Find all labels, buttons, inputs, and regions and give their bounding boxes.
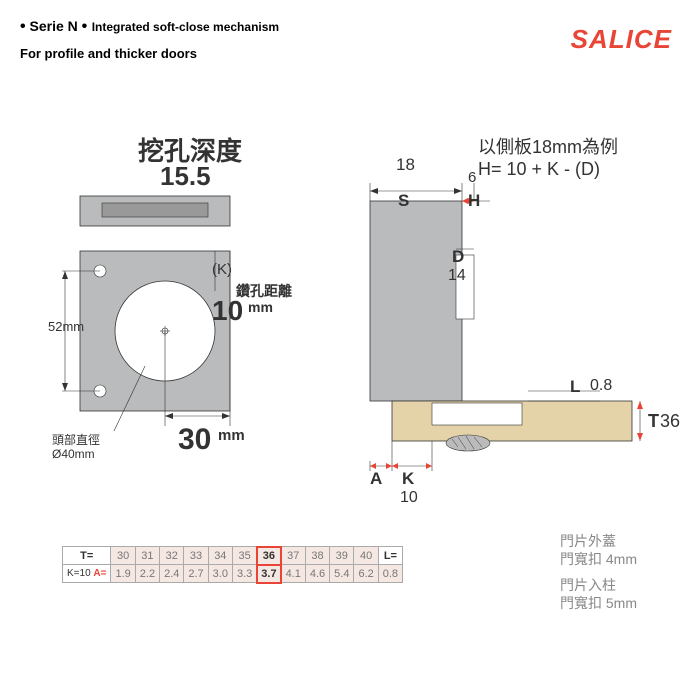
- h-label: H: [468, 191, 480, 211]
- depth-value: 15.5: [160, 161, 211, 192]
- a-label: A: [370, 469, 382, 489]
- right-svg: [340, 171, 660, 471]
- head-diam-label: 頭部直徑 Ø40mm: [52, 433, 100, 462]
- series-name: Serie N: [30, 18, 78, 34]
- note1b: 門寬扣 4mm: [560, 549, 637, 569]
- l-val: 0.8: [590, 377, 612, 395]
- height-label: 52mm: [48, 319, 84, 334]
- a-row: K=10 A=1.92.22.42.73.03.33.74.14.65.46.2…: [63, 565, 403, 583]
- example-label: 以側板18mm為例: [478, 133, 618, 159]
- drill-dist-label: 鑽孔距離: [236, 281, 292, 301]
- s-label: S: [398, 191, 409, 211]
- k-label: (K): [212, 261, 232, 278]
- d-label: D: [452, 247, 464, 267]
- k-label2: K: [402, 469, 414, 489]
- k-val: 10: [400, 489, 418, 507]
- note2a: 門片入柱: [560, 575, 616, 595]
- t-label: T: [648, 411, 659, 432]
- t-val: 36: [660, 411, 680, 432]
- t-row: T=3031323334353637383940L=: [63, 547, 403, 565]
- drill-dist-value: 10: [212, 295, 243, 327]
- header: • Serie N • Integrated soft-close mechan…: [0, 0, 700, 71]
- series-sub: Integrated soft-close mechanism: [92, 20, 279, 34]
- bullet2: •: [82, 18, 92, 35]
- h-val: 6: [468, 169, 476, 186]
- table-wrap: T=3031323334353637383940L= K=10 A=1.92.2…: [62, 546, 403, 583]
- note2b: 門寬扣 5mm: [560, 593, 637, 613]
- s-val: 18: [396, 155, 415, 175]
- brand-logo: SALICE: [571, 24, 672, 55]
- diagram-canvas: 挖孔深度 15.5 52mm 頭部直徑 Ø40mm (K) 鑽孔距離: [0, 71, 700, 631]
- note1a: 門片外蓋: [560, 531, 616, 551]
- l-label: L: [570, 377, 580, 397]
- bottom-value: 30: [178, 423, 211, 457]
- dimension-table: T=3031323334353637383940L= K=10 A=1.92.2…: [62, 546, 403, 583]
- drill-dist-unit: mm: [248, 299, 273, 315]
- bullet: •: [20, 18, 26, 35]
- bottom-unit: mm: [218, 427, 245, 444]
- d-val: 14: [448, 267, 466, 285]
